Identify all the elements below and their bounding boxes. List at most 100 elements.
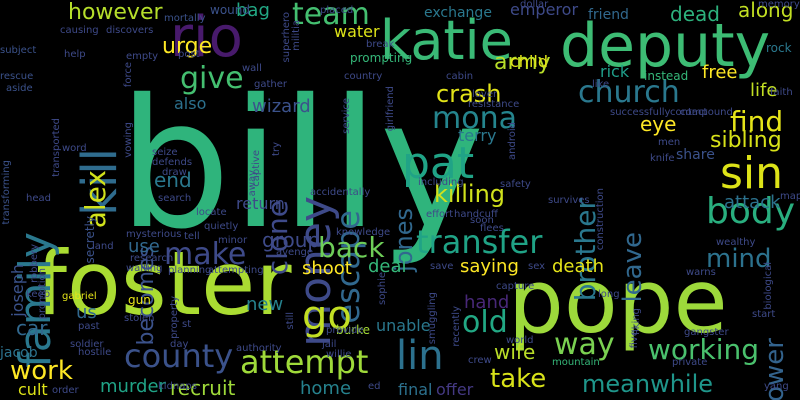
cloud-word-militia: militia xyxy=(291,20,302,51)
cloud-word-sibling: sibling xyxy=(710,128,782,153)
cloud-word-research: research xyxy=(130,253,174,264)
cloud-word-try: try xyxy=(271,142,282,156)
cloud-word-kidnaps: kidnaps xyxy=(158,381,197,392)
cloud-word-knowledge: knowledge xyxy=(336,227,391,238)
cloud-word-mind: mind xyxy=(706,244,772,274)
cloud-word-save: save xyxy=(430,261,454,272)
cloud-word-cult: cult xyxy=(18,380,48,399)
cloud-word-wife: wife xyxy=(494,340,536,364)
cloud-word-capture: capture xyxy=(496,281,535,292)
cloud-word-gangster: gangster xyxy=(684,327,729,338)
cloud-word-transported: transported xyxy=(51,118,62,177)
cloud-word-us: us xyxy=(76,302,97,323)
cloud-word-billy: billy xyxy=(118,61,485,268)
cloud-word-contact: contact xyxy=(670,107,708,118)
cloud-word-post: post xyxy=(178,49,200,60)
cloud-word-attack: attack xyxy=(724,192,781,213)
cloud-word-accidentally: accidentally xyxy=(310,187,371,198)
cloud-word-help: help xyxy=(64,49,86,60)
cloud-word-stolen: stolen xyxy=(124,313,155,324)
cloud-word-away: away xyxy=(247,170,258,197)
cloud-word-dollar: dollar xyxy=(520,0,549,10)
cloud-word-along: along xyxy=(738,0,794,22)
cloud-word-seize: seize xyxy=(152,147,178,158)
cloud-word-aside: aside xyxy=(6,83,33,94)
cloud-word-private: private xyxy=(672,357,708,368)
cloud-word-exchange: exchange xyxy=(424,5,492,21)
cloud-word-yang: yang xyxy=(764,381,789,392)
cloud-word-causing: causing xyxy=(60,25,99,36)
cloud-word-locate: locate xyxy=(196,207,227,218)
cloud-word-past: past xyxy=(78,321,100,332)
cloud-word-planning: planning xyxy=(168,265,212,276)
cloud-word-leave: leave xyxy=(618,232,648,303)
cloud-word-mortally: mortally xyxy=(164,13,206,24)
cloud-word-foster: foster xyxy=(36,232,292,335)
cloud-word-deputy: deputy xyxy=(560,11,771,81)
cloud-word-home: home xyxy=(300,378,352,399)
cloud-word-joseph: joseph xyxy=(8,264,27,317)
cloud-word-keep: keep xyxy=(26,289,51,300)
cloud-word-pat: pat xyxy=(402,138,475,189)
cloud-word-end: end xyxy=(154,168,192,192)
cloud-word-urge: urge xyxy=(162,34,213,59)
cloud-word-return: return xyxy=(236,194,285,213)
cloud-word-bag: bag xyxy=(236,0,270,21)
cloud-word-empty: empty xyxy=(126,51,159,62)
cloud-word-church: church xyxy=(578,75,680,110)
cloud-word-wealthy: wealthy xyxy=(716,237,756,248)
cloud-word-also: also xyxy=(174,94,207,113)
cloud-word-prompting: prompting xyxy=(350,51,413,65)
cloud-word-child: child xyxy=(510,52,548,71)
cloud-word-transforming: transforming xyxy=(1,160,12,225)
cloud-word-mountain: mountain xyxy=(552,357,600,368)
cloud-word-working: working xyxy=(648,333,760,366)
cloud-word-provide: provide xyxy=(326,325,364,336)
cloud-word-authority: authority xyxy=(236,343,282,354)
cloud-word-new: new xyxy=(246,294,284,315)
cloud-word-break: break xyxy=(366,39,395,50)
cloud-word-team: team xyxy=(292,0,370,32)
cloud-word-group: group xyxy=(262,228,321,252)
cloud-word-county: county xyxy=(124,337,234,375)
cloud-word-give: give xyxy=(180,61,244,96)
cloud-word-terry: terry xyxy=(458,126,497,145)
cloud-word-men: men xyxy=(658,137,681,148)
cloud-word-go: go xyxy=(302,293,352,339)
cloud-word-mona: mona xyxy=(432,101,517,136)
cloud-word-long: long xyxy=(598,289,620,300)
cloud-word-eye: eye xyxy=(640,112,677,136)
cloud-word-search: search xyxy=(158,193,192,204)
cloud-word-saying: saying xyxy=(460,256,519,277)
cloud-word-soon: soon xyxy=(470,215,494,226)
cloud-word-day: day xyxy=(170,339,189,350)
cloud-word-knife: knife xyxy=(650,153,675,164)
cloud-word-hostile: hostile xyxy=(78,347,112,358)
cloud-word-rio: rio xyxy=(170,5,243,70)
cloud-word-like: like xyxy=(592,79,610,90)
cloud-word-gather: gather xyxy=(254,79,287,90)
cloud-word-hand: hand xyxy=(464,292,510,313)
cloud-word-crew: crew xyxy=(468,355,492,366)
cloud-word-take: take xyxy=(490,364,547,394)
cloud-word-girlfriend: girlfriend xyxy=(385,86,396,132)
cloud-word-order: order xyxy=(52,385,79,396)
cloud-word-willie: willie xyxy=(326,349,352,360)
cloud-word-recruit: recruit xyxy=(170,376,236,400)
cloud-word-handcuff: handcuff xyxy=(454,209,498,220)
cloud-word-gun: gun xyxy=(128,293,151,307)
cloud-word-sex: sex xyxy=(528,261,546,272)
cloud-word-unable: unable xyxy=(376,316,431,335)
cloud-word-share: share xyxy=(676,147,715,163)
cloud-word-property: property xyxy=(169,296,180,339)
cloud-word-murder: murder xyxy=(100,376,166,397)
cloud-word-killing: killing xyxy=(434,180,506,208)
cloud-word-jail: jail xyxy=(322,339,337,350)
cloud-word-head: head xyxy=(26,193,51,204)
cloud-word-dead: dead xyxy=(670,2,720,26)
cloud-word-word: word xyxy=(62,143,87,154)
cloud-word-jacob: jacob xyxy=(0,345,38,361)
cloud-word-lin: lin xyxy=(396,333,444,379)
cloud-word-resistance: resistance xyxy=(468,99,520,110)
